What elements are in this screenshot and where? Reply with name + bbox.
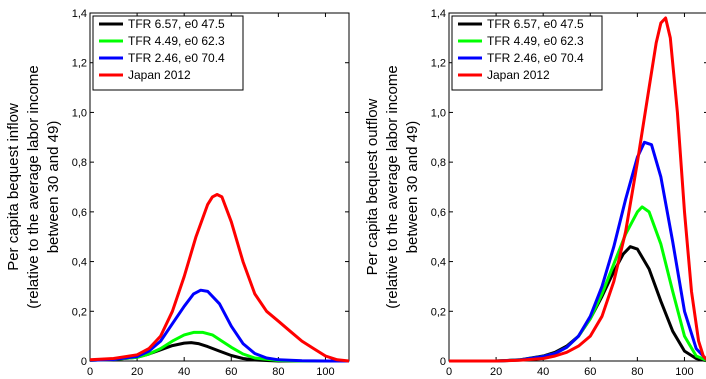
plot-area [448, 12, 706, 362]
series-line-2 [89, 288, 349, 363]
y-tick-label: 1,2 [72, 58, 87, 70]
legend [451, 15, 603, 91]
x-tick-label: 40 [178, 366, 190, 378]
y-tick-label: 1,0 [431, 107, 446, 119]
y-tick-label: 1,4 [431, 8, 446, 20]
legend-entry: TFR 4.49, e0 62.3 [487, 34, 584, 48]
plot-area [89, 12, 350, 362]
x-tick-label: 0 [446, 366, 452, 378]
y-tick-label: 0 [440, 356, 446, 368]
y-axis-label-line: Per capita bequest inflow [5, 103, 22, 271]
y-axis-label-line: between 30 and 49) [404, 121, 421, 254]
legend-entry: Japan 2012 [128, 68, 191, 82]
x-tick-label: 20 [490, 366, 502, 378]
y-tick-label: 0,2 [72, 306, 87, 318]
y-tick-label: 0,6 [431, 207, 446, 219]
legend [92, 15, 244, 91]
x-tick-label: 80 [631, 366, 643, 378]
outflow-chart: 0 20 40 60 80 100 0 0,2 0,4 0,6 0,8 1,0 1,2 1,4 Per ca… [364, 8, 706, 378]
x-tick-label: 60 [584, 366, 596, 378]
legend-entry: TFR 4.49, e0 62.3 [128, 34, 225, 48]
x-tick-label: 80 [272, 366, 284, 378]
y-tick-label: 0,8 [72, 157, 87, 169]
x-tick-label: 40 [537, 366, 549, 378]
series-line-3 [89, 193, 350, 363]
series-line-2 [449, 140, 706, 363]
y-tick-label: 0,6 [72, 207, 87, 219]
y-axis-label-line: (relative to the average labor income [384, 65, 401, 308]
y-tick-label: 1,2 [431, 58, 446, 70]
y-axis-label-line: (relative to the average labor income [25, 65, 42, 308]
legend-entry: TFR 2.46, e0 70.4 [487, 51, 584, 65]
x-tick-label: 100 [316, 366, 334, 378]
y-tick-label: 1,4 [72, 8, 87, 20]
x-tick-label: 100 [675, 366, 693, 378]
y-tick-label: 0,8 [431, 157, 446, 169]
y-tick-label: 1,0 [72, 107, 87, 119]
y-tick-label: 0,4 [72, 257, 87, 269]
legend-entry: Japan 2012 [487, 68, 550, 82]
x-tick-label: 20 [131, 366, 143, 378]
legend-entry: TFR 6.57, e0 47.5 [128, 17, 225, 31]
x-tick-label: 60 [225, 366, 237, 378]
series-line-3 [449, 16, 706, 363]
x-tick-label: 0 [87, 366, 93, 378]
y-axis-label-line: Per capita bequest outflow [364, 98, 381, 275]
y-tick-label: 0,4 [431, 257, 446, 269]
y-tick-label: 0,2 [431, 306, 446, 318]
legend-entry: TFR 2.46, e0 70.4 [128, 51, 225, 65]
series-line-0 [449, 245, 706, 363]
y-tick-label: 0 [81, 356, 87, 368]
y-axis-label-line: between 30 and 49) [45, 121, 62, 254]
legend-entry: TFR 6.57, e0 47.5 [487, 17, 584, 31]
inflow-chart: 0 20 40 60 80 100 0 0,2 0,4 0,6 0,8 1,0 1,2 1,4 Per ca… [5, 8, 350, 378]
